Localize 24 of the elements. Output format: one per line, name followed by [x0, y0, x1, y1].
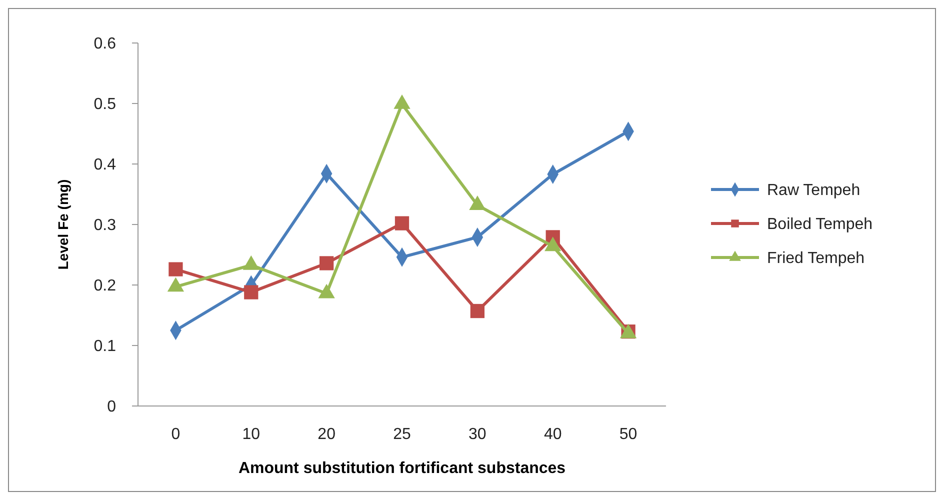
x-tick-label: 30: [468, 426, 486, 443]
x-tick-label: 10: [242, 426, 260, 443]
legend-label: Raw Tempeh: [767, 182, 860, 200]
y-axis-title: Level Fe (mg): [55, 179, 71, 270]
point: [320, 256, 334, 270]
x-tick-label: 0: [171, 426, 180, 443]
point: [168, 262, 183, 276]
x-tick-label: 40: [544, 426, 562, 443]
y-tick-label: 0.1: [94, 338, 116, 356]
x-axis-title: Amount substitution fortificant substances: [238, 460, 566, 477]
x-tick-label: 50: [619, 426, 638, 443]
point: [244, 285, 258, 300]
y-tick-label: 0.3: [94, 217, 116, 234]
y-tick-label: 0: [107, 398, 116, 416]
y-tick-label: 0.5: [94, 96, 116, 114]
x-tick-label: 20: [318, 426, 336, 443]
y-tick-label: 0.2: [94, 278, 116, 295]
point: [394, 216, 410, 230]
legend-label: Fried Tempeh: [767, 250, 865, 268]
legend-label: Boiled Tempeh: [767, 216, 873, 234]
y-tick-label: 0.4: [94, 156, 116, 174]
x-tick-label: 25: [393, 426, 411, 443]
point: [470, 304, 484, 318]
y-tick-label: 0.6: [94, 36, 116, 53]
